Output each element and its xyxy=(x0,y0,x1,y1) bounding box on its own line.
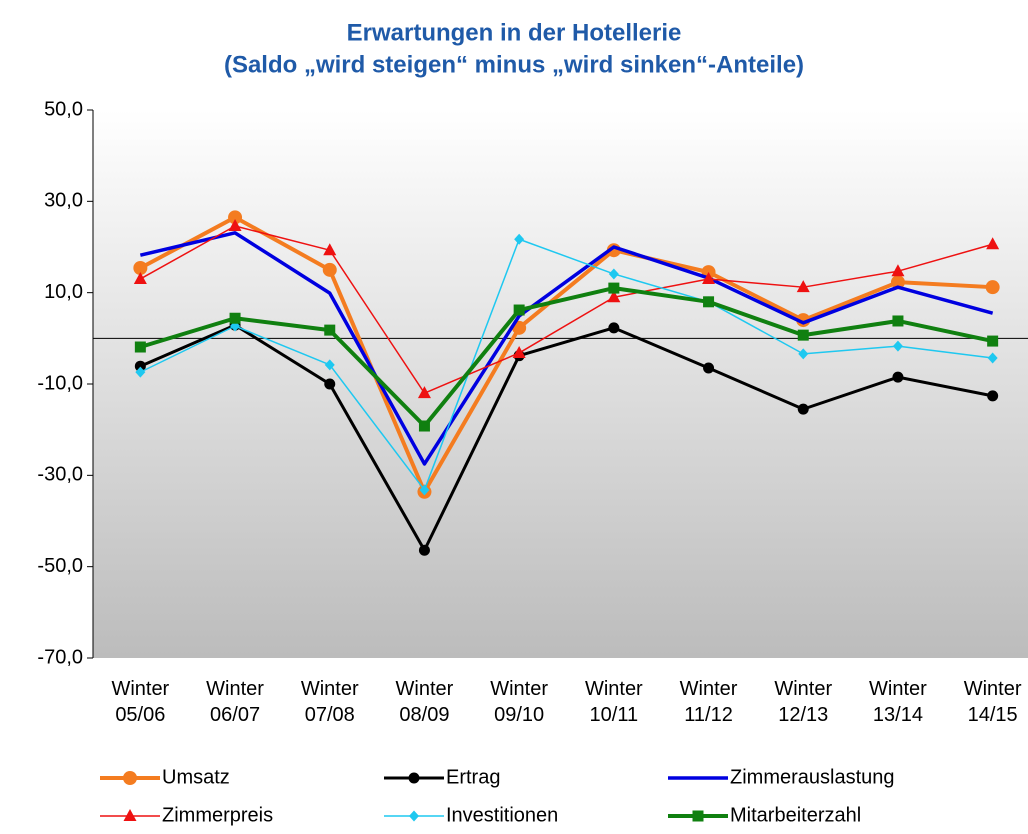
marker xyxy=(513,304,525,316)
chart-subtitle: (Saldo „wird steigen“ minus „wird sinken… xyxy=(224,51,804,78)
legend-label: Ertrag xyxy=(446,766,500,788)
x-tick-label: Winter 05/06 xyxy=(111,678,170,726)
x-tick-label: Winter 06/07 xyxy=(206,678,264,726)
marker xyxy=(322,262,337,277)
series-line xyxy=(139,215,993,494)
y-tick-label: -10,0 xyxy=(37,372,83,394)
marker xyxy=(134,360,146,372)
marker xyxy=(608,268,619,280)
marker xyxy=(892,315,904,327)
marker xyxy=(890,275,905,290)
marker xyxy=(512,345,526,358)
marker xyxy=(892,340,903,352)
marker xyxy=(418,544,430,556)
y-tick-label: -50,0 xyxy=(37,555,83,577)
chart-title: Erwartungen in der Hotellerie xyxy=(347,19,682,46)
x-tick-label: Winter 12/13 xyxy=(774,678,833,726)
marker xyxy=(797,329,809,341)
series-line xyxy=(139,323,993,552)
x-tick-label: Winter 08/09 xyxy=(395,678,454,726)
legend-marker xyxy=(123,771,137,785)
series-line xyxy=(139,231,994,466)
marker xyxy=(418,420,430,432)
marker xyxy=(135,366,146,378)
marker xyxy=(985,280,1000,295)
marker xyxy=(987,352,998,364)
marker xyxy=(514,233,525,245)
x-tick-label: Winter 13/14 xyxy=(869,678,927,726)
marker xyxy=(702,271,716,284)
marker xyxy=(703,362,715,374)
marker xyxy=(324,324,336,336)
marker xyxy=(796,280,810,293)
marker xyxy=(228,218,242,231)
y-tick-label: -70,0 xyxy=(37,646,83,668)
series-line xyxy=(139,286,994,429)
marker xyxy=(703,296,715,308)
legend-label: Zimmerauslastung xyxy=(730,766,895,788)
legend-label: Mitarbeiterzahl xyxy=(730,804,861,826)
legend-marker xyxy=(123,809,137,821)
marker xyxy=(608,282,620,294)
y-tick-label: -30,0 xyxy=(37,464,83,486)
marker xyxy=(797,403,809,415)
legend-marker xyxy=(409,810,419,822)
marker xyxy=(607,290,621,303)
marker xyxy=(133,271,147,284)
marker xyxy=(796,313,811,328)
marker xyxy=(608,322,620,334)
marker xyxy=(891,264,905,277)
marker xyxy=(324,359,335,371)
y-tick-label: 30,0 xyxy=(44,190,83,212)
legend-label: Umsatz xyxy=(162,766,230,788)
x-tick-label: Winter 14/15 xyxy=(963,678,1022,726)
x-tick-label: Winter 10/11 xyxy=(584,678,643,726)
marker xyxy=(324,378,336,390)
legend-marker xyxy=(692,810,704,822)
marker xyxy=(419,484,430,496)
x-tick-label: Winter 07/08 xyxy=(300,678,359,726)
y-tick-label: 50,0 xyxy=(44,98,83,120)
marker xyxy=(229,312,241,324)
series-line xyxy=(139,225,993,394)
marker xyxy=(323,243,337,256)
x-tick-label: Winter 09/10 xyxy=(490,678,549,726)
legend-marker xyxy=(408,772,420,784)
legend-label: Investitionen xyxy=(446,804,558,826)
y-tick-label: 10,0 xyxy=(44,281,83,303)
plot-area xyxy=(93,110,1028,658)
marker xyxy=(228,210,243,225)
marker xyxy=(417,386,431,399)
x-tick-label: Winter 11/12 xyxy=(679,678,738,726)
marker xyxy=(892,371,904,383)
marker xyxy=(987,335,999,347)
marker xyxy=(133,261,148,276)
marker xyxy=(986,237,1000,250)
legend-label: Zimmerpreis xyxy=(162,804,273,826)
series-line xyxy=(140,238,993,491)
marker xyxy=(987,390,999,402)
marker xyxy=(798,348,809,360)
marker xyxy=(134,341,146,353)
